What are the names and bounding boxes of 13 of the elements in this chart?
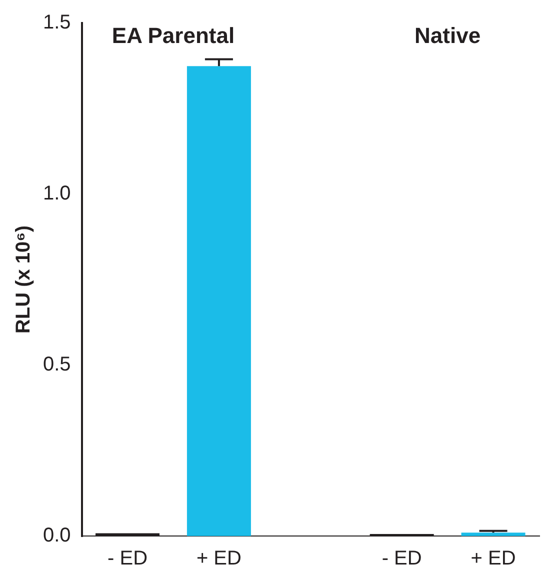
y-tick-label: 1.0: [42, 182, 71, 205]
y-tick-label: 0.0: [42, 524, 71, 547]
x-tick-label: + ED: [470, 548, 516, 570]
y-tick-label: 1.5: [42, 12, 71, 34]
annotation: Native: [414, 23, 481, 48]
x-tick-label: + ED: [196, 548, 242, 570]
annotation: EA Parental: [112, 23, 235, 48]
bar: [186, 66, 251, 536]
x-tick-label: - ED: [108, 548, 148, 570]
y-axis-title: RLU (x 10⁶): [12, 225, 35, 334]
bar: [461, 532, 526, 536]
y-tick-label: 0.5: [42, 354, 71, 376]
x-tick-label: - ED: [382, 548, 422, 570]
